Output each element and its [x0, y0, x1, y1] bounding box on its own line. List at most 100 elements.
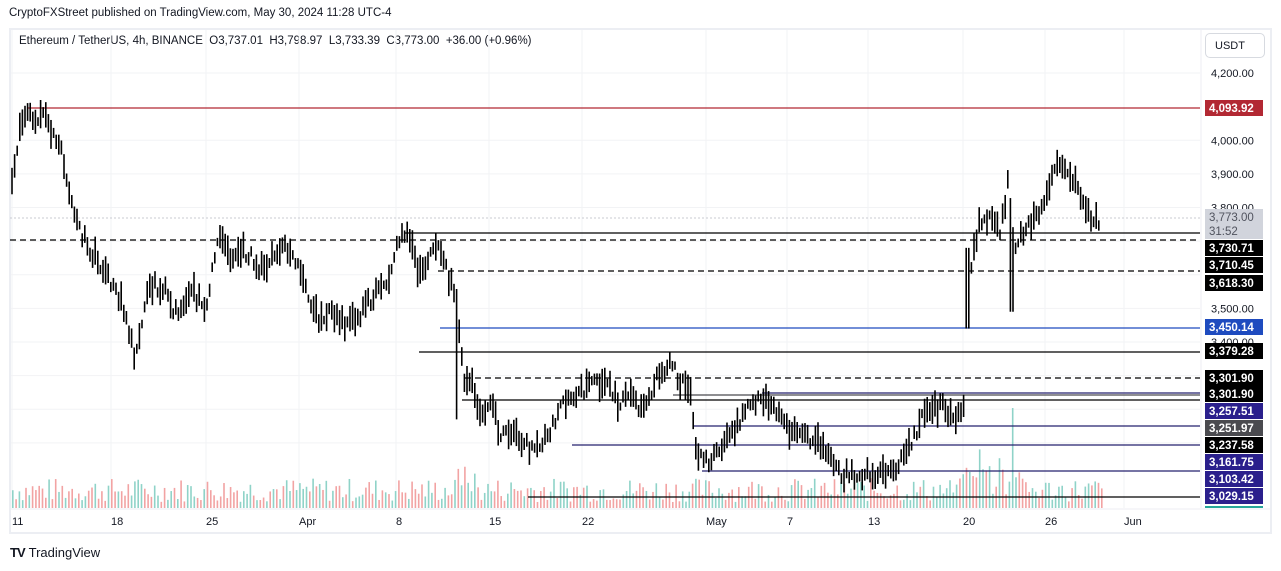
volume-bar	[335, 486, 337, 508]
volume-bar	[536, 501, 539, 508]
grid-lines	[11, 30, 1200, 508]
volume-bar	[942, 493, 945, 508]
volume-bar	[292, 480, 295, 508]
volume-bar	[12, 490, 14, 508]
price-badge-label: 3,251.97	[1209, 423, 1254, 435]
volume-bar	[483, 492, 486, 508]
currency-button[interactable]: USDT	[1205, 33, 1265, 58]
volume-bar	[645, 490, 648, 508]
volume-bar	[180, 480, 182, 508]
volume-bar	[751, 481, 753, 508]
volume-bar	[724, 499, 727, 508]
volume-bar	[840, 482, 842, 508]
volume-bar	[190, 486, 192, 508]
volume-bar	[163, 487, 166, 508]
volume-bar	[170, 491, 172, 508]
price-badge-label: 3,301.90	[1209, 389, 1254, 401]
volume-bar	[401, 492, 403, 508]
volume-bar	[714, 497, 717, 508]
volume-bar	[394, 491, 397, 508]
volume-bar	[365, 487, 367, 508]
volume-bar	[1011, 408, 1014, 508]
volume-bar	[1064, 497, 1067, 508]
volume-bars	[12, 408, 1103, 508]
volume-bar	[375, 480, 377, 508]
volume-bar	[384, 492, 387, 508]
volume-bar	[652, 491, 654, 508]
price-badge-label: 3,237.58	[1209, 440, 1254, 452]
volume-bar	[573, 487, 575, 508]
volume-bar	[672, 501, 674, 508]
volume-bar	[500, 496, 502, 508]
volume-bar	[249, 484, 252, 508]
tradingview-logo[interactable]: TV TradingView	[10, 545, 100, 560]
volume-bar	[813, 478, 816, 508]
volume-bar	[421, 484, 423, 508]
volume-bar	[388, 494, 390, 508]
price-badge	[1205, 454, 1263, 470]
volume-bar	[239, 501, 242, 508]
volume-bar	[1015, 477, 1017, 508]
price-badge	[1205, 240, 1263, 256]
volume-bar	[952, 492, 955, 508]
volume-bar	[444, 487, 446, 508]
volume-bar	[741, 496, 743, 508]
volume-bar	[978, 449, 981, 508]
price-badge	[1205, 420, 1263, 436]
symbol-legend: Ethereum / TetherUS, 4h, BINANCE O3,737.…	[19, 35, 532, 47]
volume-bar	[526, 488, 529, 508]
volume-bar	[771, 501, 773, 508]
volume-bar	[837, 494, 839, 508]
price-tick-label: 4,200.00	[1211, 68, 1254, 80]
volume-bar	[342, 497, 344, 508]
time-tick-label: 26	[1045, 516, 1057, 528]
volume-bar	[31, 486, 34, 508]
volume-bar	[639, 483, 641, 508]
time-tick-label: 15	[489, 516, 501, 528]
volume-bar	[658, 497, 661, 508]
volume-bar	[309, 491, 311, 508]
volume-bar	[427, 480, 430, 508]
volume-bar	[1051, 499, 1054, 508]
volume-bar	[1025, 482, 1027, 508]
volume-bar	[417, 493, 420, 508]
volume-bar	[153, 485, 156, 508]
volume-bar	[1002, 469, 1004, 508]
volume-bar	[183, 501, 186, 508]
volume-bar	[903, 499, 905, 508]
volume-bar	[513, 489, 516, 508]
volume-bar	[879, 493, 882, 508]
volume-bar	[873, 490, 875, 508]
volume-bar	[325, 480, 328, 508]
time-axis[interactable]: 11 18 25 Apr 8 15 22 May 7 13 20 26 Jun	[11, 508, 1270, 528]
volume-bar	[889, 495, 892, 508]
ohlc-bars	[11, 100, 1100, 493]
volume-bar	[21, 500, 24, 508]
tradingview-logo-icon: TV	[10, 545, 26, 560]
volume-bar	[160, 501, 163, 508]
volume-bar	[774, 496, 776, 508]
volume-bar	[965, 467, 968, 508]
volume-bar	[348, 478, 351, 508]
volume-bar	[731, 489, 733, 508]
volume-bar	[299, 483, 301, 508]
volume-bar	[289, 490, 291, 508]
volume-bar	[120, 491, 123, 508]
volume-bar	[1101, 488, 1103, 508]
volume-bar	[807, 489, 809, 508]
volume-bar	[474, 473, 476, 508]
volume-bar	[655, 483, 658, 508]
volume-bar	[134, 481, 136, 508]
volume-bar	[982, 469, 984, 508]
volume-bar	[609, 500, 611, 508]
volume-bar	[229, 487, 232, 508]
volume-bar	[140, 484, 143, 508]
volume-bar	[510, 482, 512, 508]
volume-bar	[988, 466, 991, 508]
volume-bar	[955, 484, 958, 508]
volume-bar	[1068, 501, 1070, 508]
volume-bar	[196, 497, 199, 508]
volume-bar	[137, 479, 139, 508]
volume-bar	[424, 496, 427, 508]
